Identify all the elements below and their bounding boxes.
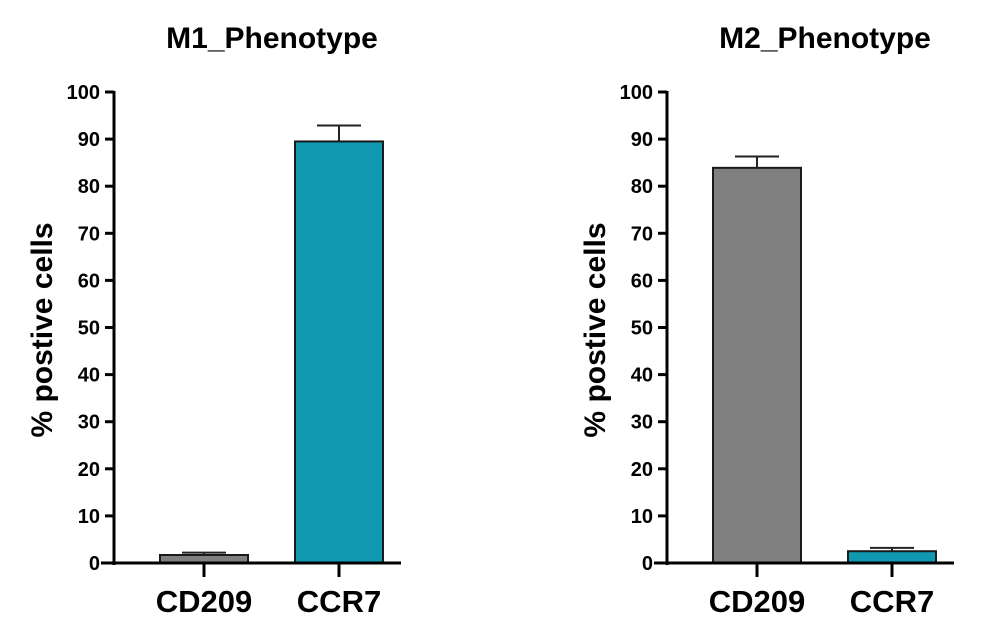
y-tick-label: 30 bbox=[78, 412, 100, 434]
x-tick-label: CCR7 bbox=[297, 584, 381, 619]
y-tick-label: 10 bbox=[78, 506, 100, 528]
y-tick-label: 60 bbox=[631, 270, 653, 292]
y-tick-label: 80 bbox=[78, 176, 100, 198]
y-tick-label: 50 bbox=[631, 318, 653, 340]
y-tick-label: 40 bbox=[631, 365, 653, 387]
bar-ccr7 bbox=[847, 550, 937, 564]
y-tick-label: 20 bbox=[631, 459, 653, 481]
y-tick-label: 60 bbox=[78, 270, 100, 292]
y-tick-label: 0 bbox=[642, 553, 653, 575]
y-tick-label: 20 bbox=[78, 459, 100, 481]
chart-title: M1_Phenotype bbox=[166, 22, 378, 55]
x-tick-label: CCR7 bbox=[850, 584, 934, 619]
chart-panel-1: M1_Phenotype % postive cells CD209 CCR7 0 10 2… bbox=[26, 22, 401, 619]
y-tick-label: 30 bbox=[631, 412, 653, 434]
y-tick-label: 40 bbox=[78, 365, 100, 387]
y-tick-label: 0 bbox=[89, 553, 100, 575]
y-tick-label: 10 bbox=[631, 506, 653, 528]
y-tick-label: 100 bbox=[620, 82, 653, 104]
y-tick-label: 50 bbox=[78, 318, 100, 340]
y-tick-label: 70 bbox=[78, 223, 100, 245]
chart-panel-2: M2_Phenotype % postive cells CD209 CCR7 0 10 2… bbox=[579, 22, 954, 619]
y-tick-label: 70 bbox=[631, 223, 653, 245]
y-tick-label: 90 bbox=[631, 129, 653, 151]
x-tick-label: CD209 bbox=[709, 584, 806, 619]
bar-cd209 bbox=[712, 166, 802, 564]
x-tick-label: CD209 bbox=[156, 584, 253, 619]
bar-ccr7 bbox=[294, 140, 384, 565]
y-tick-label: 90 bbox=[78, 129, 100, 151]
y-tick-label: 100 bbox=[67, 82, 100, 104]
y-axis-label: % postive cells bbox=[579, 222, 612, 437]
y-tick-label: 80 bbox=[631, 176, 653, 198]
chart-title: M2_Phenotype bbox=[719, 22, 931, 55]
y-axis-label: % postive cells bbox=[26, 222, 59, 437]
